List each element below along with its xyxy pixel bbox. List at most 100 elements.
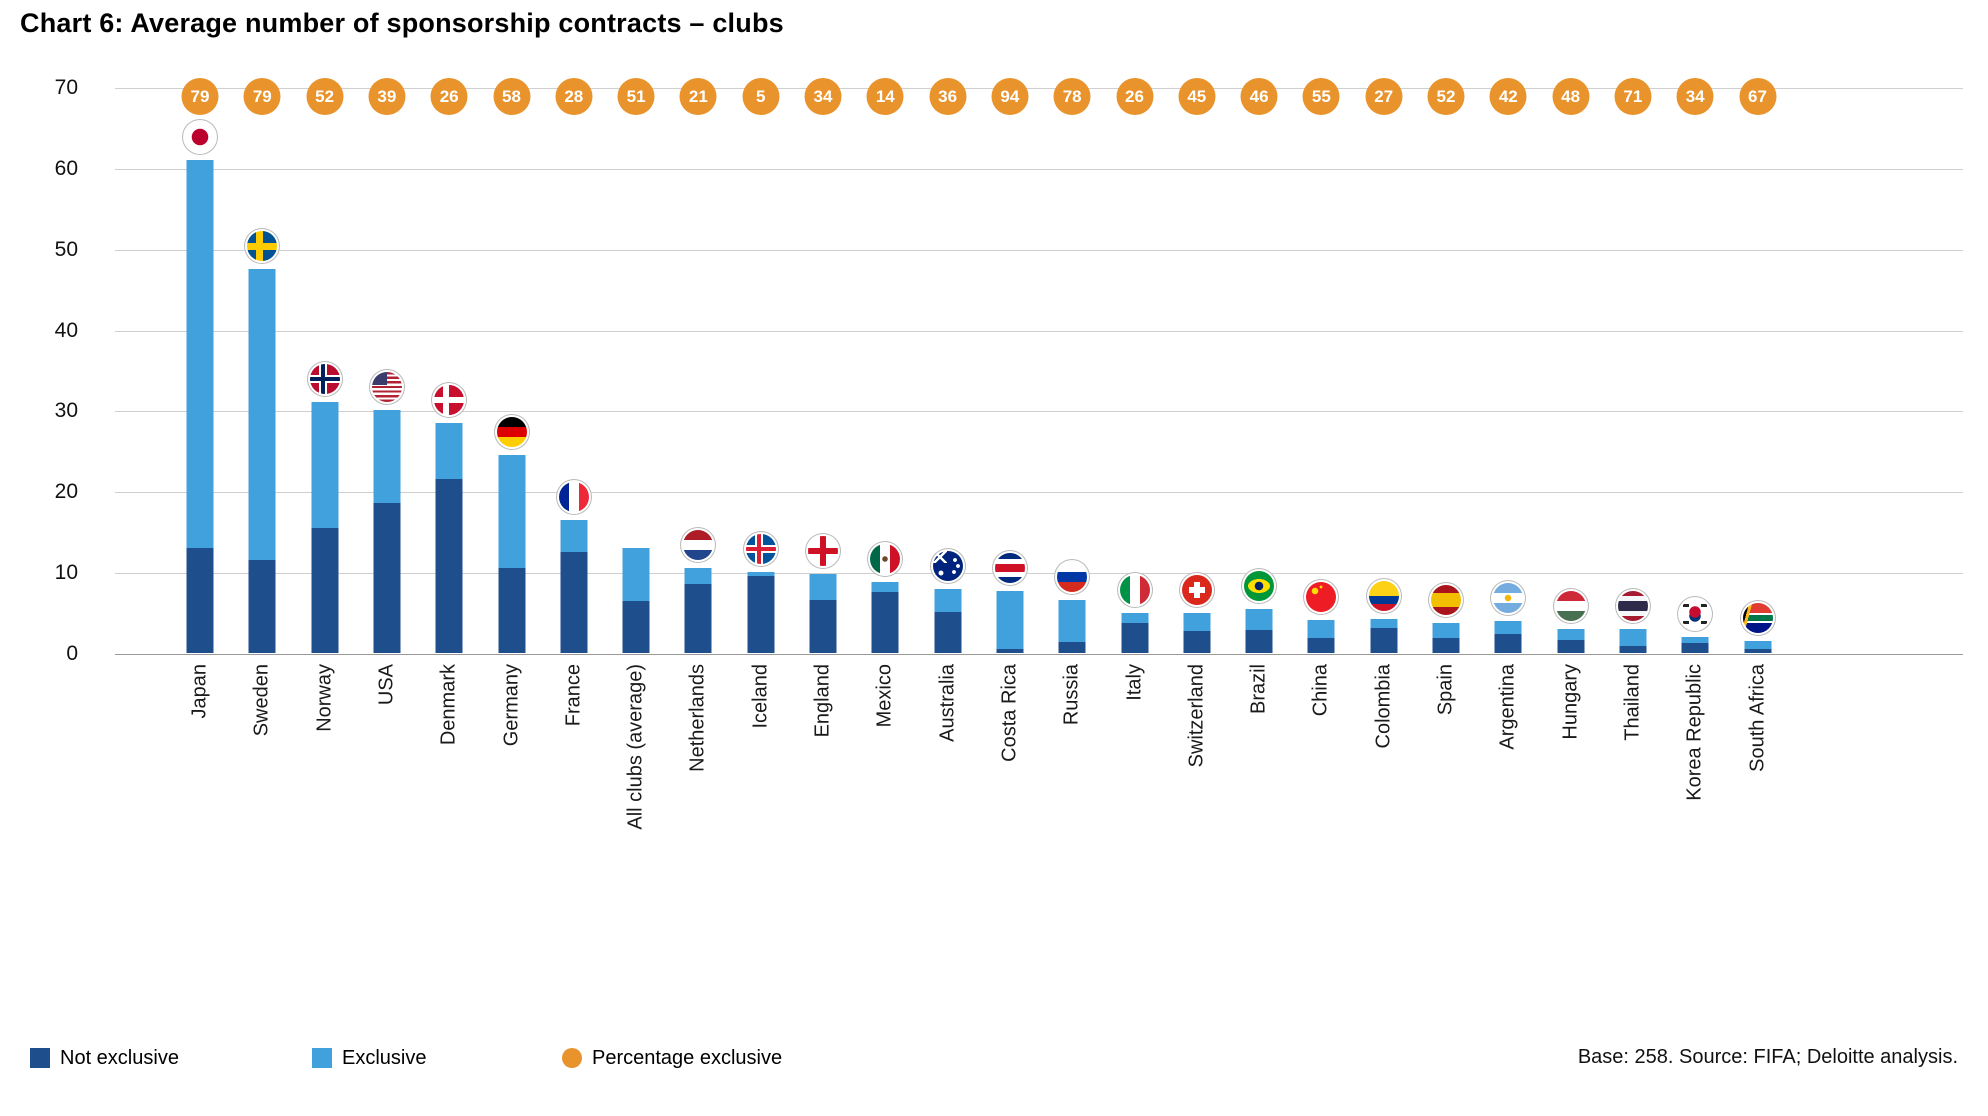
country-column: 79 Japan [169, 78, 231, 719]
country-column: 67 South Africa [1727, 78, 1789, 772]
country-column: 58 Germany [481, 78, 543, 746]
country-column: 48 Hungary [1540, 78, 1602, 740]
flag-england-icon [808, 535, 838, 566]
stacked-bar [996, 590, 1024, 653]
flag-korea-icon [1680, 598, 1711, 629]
stacked-bar [311, 402, 339, 653]
flag-costa-rica-icon [994, 552, 1025, 583]
x-axis-label: England [811, 664, 834, 738]
x-axis-label: Italy [1123, 664, 1145, 701]
bar-exclusive-segment [1370, 619, 1398, 628]
bar-not-exclusive-segment [248, 560, 276, 653]
stacked-bar [435, 422, 463, 653]
flag-argentina-icon [1493, 582, 1524, 613]
country-column: 14 Mexico [854, 78, 916, 727]
flag-australia-icon [932, 551, 963, 582]
bar-exclusive-segment [311, 402, 339, 528]
x-axis-label: Thailand [1621, 664, 1644, 741]
x-axis-label: Switzerland [1185, 664, 1208, 768]
bar-not-exclusive-segment [1245, 629, 1273, 653]
legend-item-exclusive: Exclusive [312, 1044, 426, 1072]
x-axis-label: Germany [500, 664, 522, 747]
country-column: 51 All clubs (average) [605, 78, 667, 830]
gridline [115, 330, 1963, 332]
stacked-bar [1557, 628, 1585, 653]
percentage-exclusive-badge: 14 [866, 78, 904, 115]
bar-exclusive-segment [248, 268, 276, 561]
bar-not-exclusive-segment [871, 591, 899, 653]
percentage-exclusive-badge: 21 [679, 78, 717, 115]
bar-not-exclusive-segment [311, 527, 339, 653]
stacked-bar [248, 268, 276, 653]
bar-not-exclusive-segment [498, 568, 525, 653]
country-column: 27 Colombia [1353, 78, 1415, 748]
bar-exclusive-segment [1245, 609, 1273, 630]
flag-spain-icon [1431, 585, 1461, 616]
bar-exclusive-segment [1744, 640, 1771, 649]
bar-not-exclusive-segment [809, 600, 837, 653]
bar-not-exclusive-segment [560, 551, 588, 653]
bar-not-exclusive-segment [1432, 638, 1460, 653]
gridline [115, 492, 1963, 494]
flag-italy-icon [1119, 574, 1150, 605]
percentage-exclusive-badge: 5 [742, 78, 780, 115]
stacked-bar [560, 519, 588, 653]
country-column: 34 England [792, 78, 854, 737]
country-column: 34 Korea Republic [1664, 78, 1726, 801]
bar-exclusive-segment [1619, 628, 1647, 646]
country-column: 79 Sweden [231, 78, 293, 736]
flag-thailand-icon [1617, 590, 1648, 621]
gridline [115, 654, 1963, 655]
bar-not-exclusive-segment [1183, 631, 1211, 653]
percentage-exclusive-badge: 42 [1489, 78, 1527, 115]
x-axis-label: Japan [188, 664, 211, 719]
x-axis-label: Iceland [749, 664, 772, 729]
x-axis-label: Costa Rica [998, 664, 1021, 762]
bar-exclusive-segment [498, 454, 525, 569]
x-axis-label: Australia [936, 664, 959, 742]
gridline [115, 249, 1963, 251]
flag-hungary-icon [1555, 590, 1586, 621]
bar-exclusive-segment [1557, 628, 1585, 641]
y-axis-tick-label: 50 [54, 237, 78, 261]
percentage-exclusive-badge: 36 [929, 78, 967, 115]
flag-iceland-icon [745, 534, 776, 565]
legend-item-percentage-exclusive: Percentage exclusive [562, 1044, 782, 1072]
percentage-exclusive-badge: 34 [804, 78, 842, 115]
bar-exclusive-segment [871, 581, 899, 592]
percentage-exclusive-badge: 34 [1676, 78, 1714, 115]
percentage-exclusive-badge: 39 [368, 78, 406, 115]
bar-exclusive-segment [1058, 600, 1086, 642]
flag-germany-icon [496, 416, 527, 447]
bar-exclusive-segment [1681, 636, 1709, 643]
percentage-exclusive-badge: 67 [1739, 78, 1776, 115]
flag-usa-icon [371, 372, 402, 403]
bar-exclusive-segment [622, 547, 650, 602]
x-axis-label: Sweden [250, 664, 273, 737]
bar-exclusive-segment [435, 422, 463, 480]
stacked-bar [1432, 623, 1460, 653]
flag-russia-icon [1057, 562, 1088, 593]
percentage-exclusive-badge: 52 [306, 78, 344, 115]
stacked-bar [186, 159, 214, 653]
bar-not-exclusive-segment [186, 547, 214, 653]
percentage-exclusive-swatch-icon [562, 1048, 582, 1068]
stacked-bar [622, 547, 650, 653]
percentage-exclusive-badge: 55 [1302, 78, 1340, 115]
x-axis-label: Korea Republic [1683, 664, 1706, 801]
percentage-exclusive-badge: 94 [991, 78, 1029, 115]
gridline [115, 88, 1963, 89]
exclusive-label: Exclusive [342, 1046, 427, 1069]
country-column: 26 Italy [1104, 78, 1166, 701]
y-axis-tick-label: 70 [54, 76, 78, 99]
country-column: 52 Norway [294, 78, 356, 732]
stacked-bar [1183, 613, 1211, 653]
bar-exclusive-segment [996, 590, 1024, 649]
flag-colombia-icon [1368, 581, 1399, 612]
bar-not-exclusive-segment [996, 648, 1024, 653]
stacked-bar [1681, 636, 1709, 653]
stacked-bar [684, 568, 712, 653]
y-axis-tick-label: 60 [54, 156, 78, 180]
flag-netherlands-icon [683, 530, 714, 561]
